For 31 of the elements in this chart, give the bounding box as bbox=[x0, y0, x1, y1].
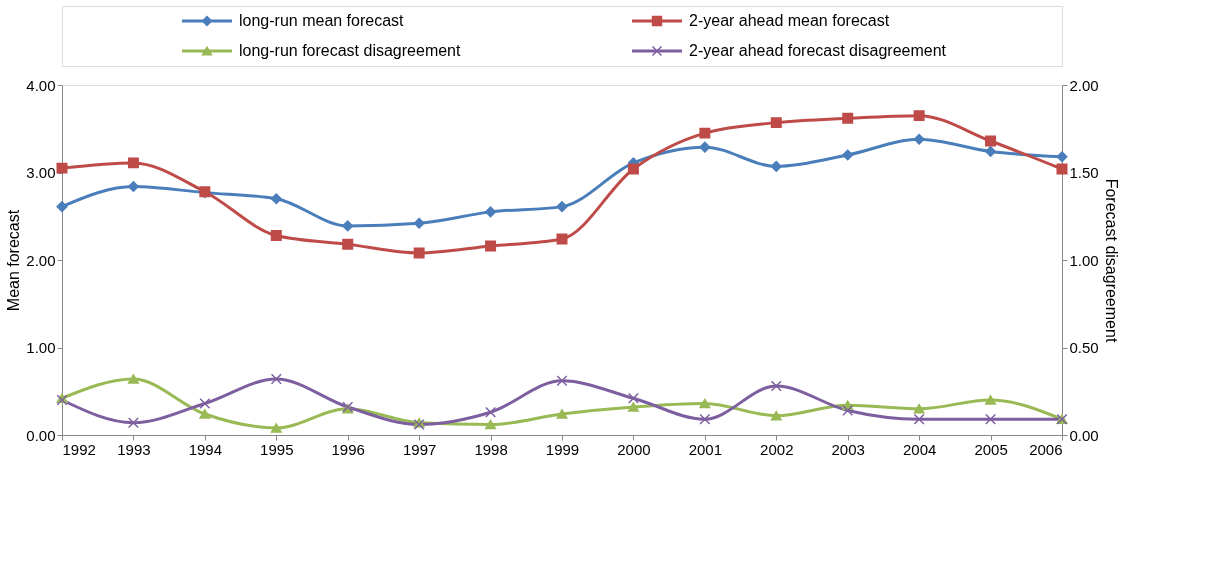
x-tick-label: 1995 bbox=[260, 440, 294, 458]
y2-tick-label: 1.50 bbox=[1069, 164, 1099, 181]
y-tick-label: 2.00 bbox=[26, 251, 56, 269]
legend-label: long-run forecast disagreement bbox=[239, 42, 462, 59]
y-axis-title: Mean forecast bbox=[5, 209, 23, 312]
y2-tick-label: 0.00 bbox=[1069, 426, 1099, 444]
x-tick-label: 2002 bbox=[760, 440, 794, 458]
x-tick-label: 1996 bbox=[331, 440, 365, 458]
x-tick-label: 1994 bbox=[188, 440, 223, 458]
x-tick-label: 2006 bbox=[1029, 440, 1063, 458]
legend-label: long-run mean forecast bbox=[239, 12, 405, 29]
legend-label: 2-year ahead forecast disagreement bbox=[689, 42, 947, 59]
x-tick-label: 1997 bbox=[402, 440, 437, 458]
x-tick-label: 1993 bbox=[117, 440, 151, 458]
y2-tick-label: 0.50 bbox=[1069, 339, 1099, 356]
x-tick-label: 2005 bbox=[974, 440, 1008, 458]
y-tick-label: 0.00 bbox=[26, 426, 56, 444]
x-tick-label: 2001 bbox=[688, 440, 723, 458]
x-tick-label: 2004 bbox=[902, 440, 937, 458]
x-tick-label: 1999 bbox=[545, 440, 580, 458]
y2-tick-label: 1.00 bbox=[1069, 251, 1099, 269]
x-tick-label: 1998 bbox=[474, 440, 508, 458]
y-tick-label: 3.00 bbox=[26, 164, 56, 181]
x-tick-label: 1992 bbox=[62, 440, 96, 458]
legend-label: 2-year ahead mean forecast bbox=[689, 12, 890, 29]
x-tick-label: 2003 bbox=[831, 440, 865, 458]
y2-tick-label: 2.00 bbox=[1069, 76, 1099, 94]
y2-axis-title: Forecast disagreement bbox=[1102, 178, 1120, 343]
x-tick-label: 2000 bbox=[617, 440, 651, 458]
y-tick-label: 4.00 bbox=[26, 76, 56, 94]
y-tick-label: 1.00 bbox=[26, 339, 56, 356]
